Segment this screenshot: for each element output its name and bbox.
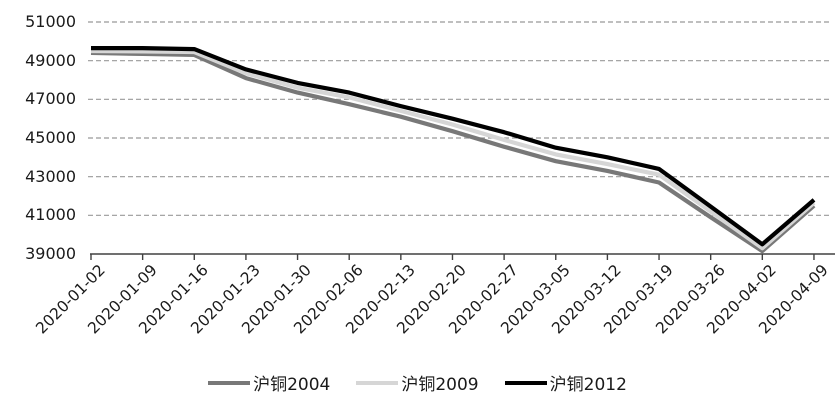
y-axis-label: 41000 [25, 205, 76, 225]
y-axis-label: 49000 [25, 50, 76, 70]
legend-label-2012: 沪铜2012 [549, 375, 627, 395]
y-axis-label: 43000 [25, 166, 76, 186]
legend-line-swatch-2009 [356, 380, 399, 385]
y-axis-label: 47000 [25, 89, 76, 109]
legend-line-swatch-2012 [504, 380, 547, 385]
y-axis-label: 51000 [25, 12, 76, 31]
legend-line-swatch-2004 [208, 380, 251, 385]
series-line-1 [90, 48, 816, 251]
legend-item-hutong-2012: 沪铜2012 [504, 370, 627, 395]
y-axis-label: 45000 [25, 128, 76, 147]
legend-label-2004: 沪铜2004 [253, 375, 331, 395]
series-line-2 [91, 45, 816, 247]
legend-item-hutong-2009: 沪铜2009 [356, 370, 479, 395]
legend: 沪铜2004 沪铜2009 沪铜2012 [0, 370, 835, 395]
series-line-0 [90, 50, 816, 254]
legend-item-hutong-2004: 沪铜2004 [208, 370, 330, 395]
y-axis-label: 39000 [25, 244, 76, 263]
legend-label-2009: 沪铜2009 [401, 375, 479, 395]
